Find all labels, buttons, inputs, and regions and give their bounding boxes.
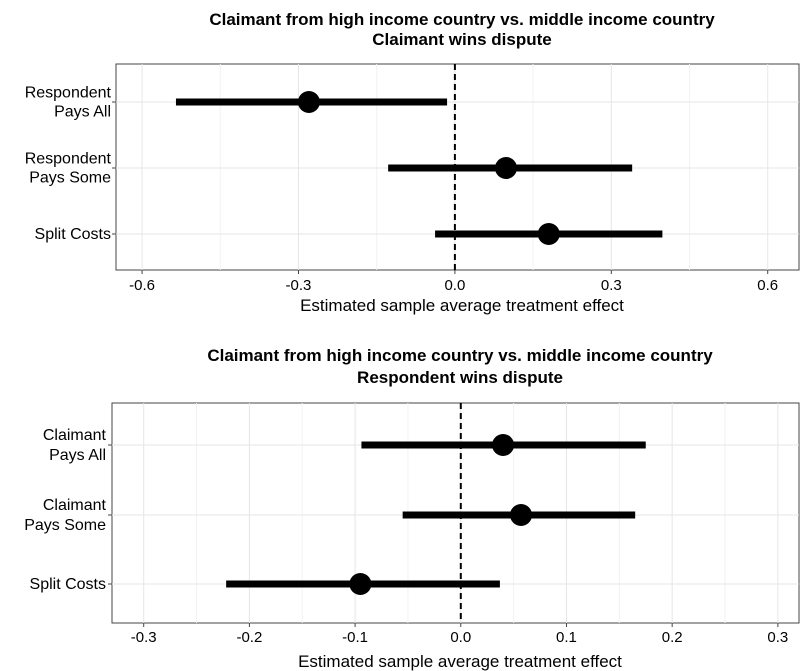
x-tick-label: -0.1: [342, 629, 368, 646]
point-estimate: [492, 434, 515, 456]
y-categories: Respondent Pays All Respondent Pays Some Spl…: [25, 85, 116, 243]
category-label: Respondent: [25, 151, 112, 168]
category-label: Pays Some: [24, 517, 106, 534]
series-marks: [226, 434, 646, 595]
x-tick-label: 0.3: [767, 629, 788, 646]
category-label: Pays All: [54, 104, 111, 121]
y-categories: Claimant Pays All Claimant Pays Some Split C…: [24, 427, 112, 593]
point-estimate: [510, 504, 533, 526]
category-label: Respondent: [25, 85, 112, 102]
category-label: Split Costs: [30, 576, 106, 593]
chart-subtitle: Claimant wins dispute: [372, 30, 551, 49]
chart-subtitle: Respondent wins dispute: [357, 368, 563, 387]
category-label: Claimant: [43, 427, 107, 444]
category-label: Claimant: [43, 497, 107, 514]
point-estimate: [537, 223, 560, 245]
x-tick-label: -0.6: [129, 277, 155, 294]
panel-respondent-wins: Claimant from high income country vs. mi…: [24, 346, 800, 671]
point-estimate: [494, 157, 517, 179]
x-tick-label: 0.0: [444, 277, 465, 294]
chart-title: Claimant from high income country vs. mi…: [209, 10, 715, 29]
x-tick-label: -0.3: [131, 629, 157, 646]
category-label: Pays Some: [29, 170, 111, 187]
x-tick-label: -0.2: [236, 629, 262, 646]
x-tick-label: 0.0: [450, 629, 471, 646]
category-label: Pays All: [49, 447, 106, 464]
point-estimate: [349, 573, 372, 595]
series-marks: [175, 91, 663, 245]
point-estimate: [297, 91, 320, 113]
x-tick-label: 0.6: [757, 277, 778, 294]
chart-title: Claimant from high income country vs. mi…: [207, 346, 713, 365]
x-axis-label: Estimated sample average treatment effec…: [298, 652, 622, 671]
category-label: Split Costs: [35, 226, 111, 243]
x-tick-label: 0.2: [662, 629, 683, 646]
x-tick-label: 0.1: [556, 629, 577, 646]
x-ticks: -0.6 -0.3 0.0 0.3 0.6: [129, 270, 778, 294]
x-axis-label: Estimated sample average treatment effec…: [300, 296, 624, 315]
x-ticks: -0.3 -0.2 -0.1 0.0 0.1 0.2 0.3: [131, 623, 788, 646]
panel-claimant-wins: Claimant from high income country vs. mi…: [25, 10, 800, 315]
x-tick-label: -0.3: [286, 277, 312, 294]
x-tick-label: 0.3: [601, 277, 622, 294]
